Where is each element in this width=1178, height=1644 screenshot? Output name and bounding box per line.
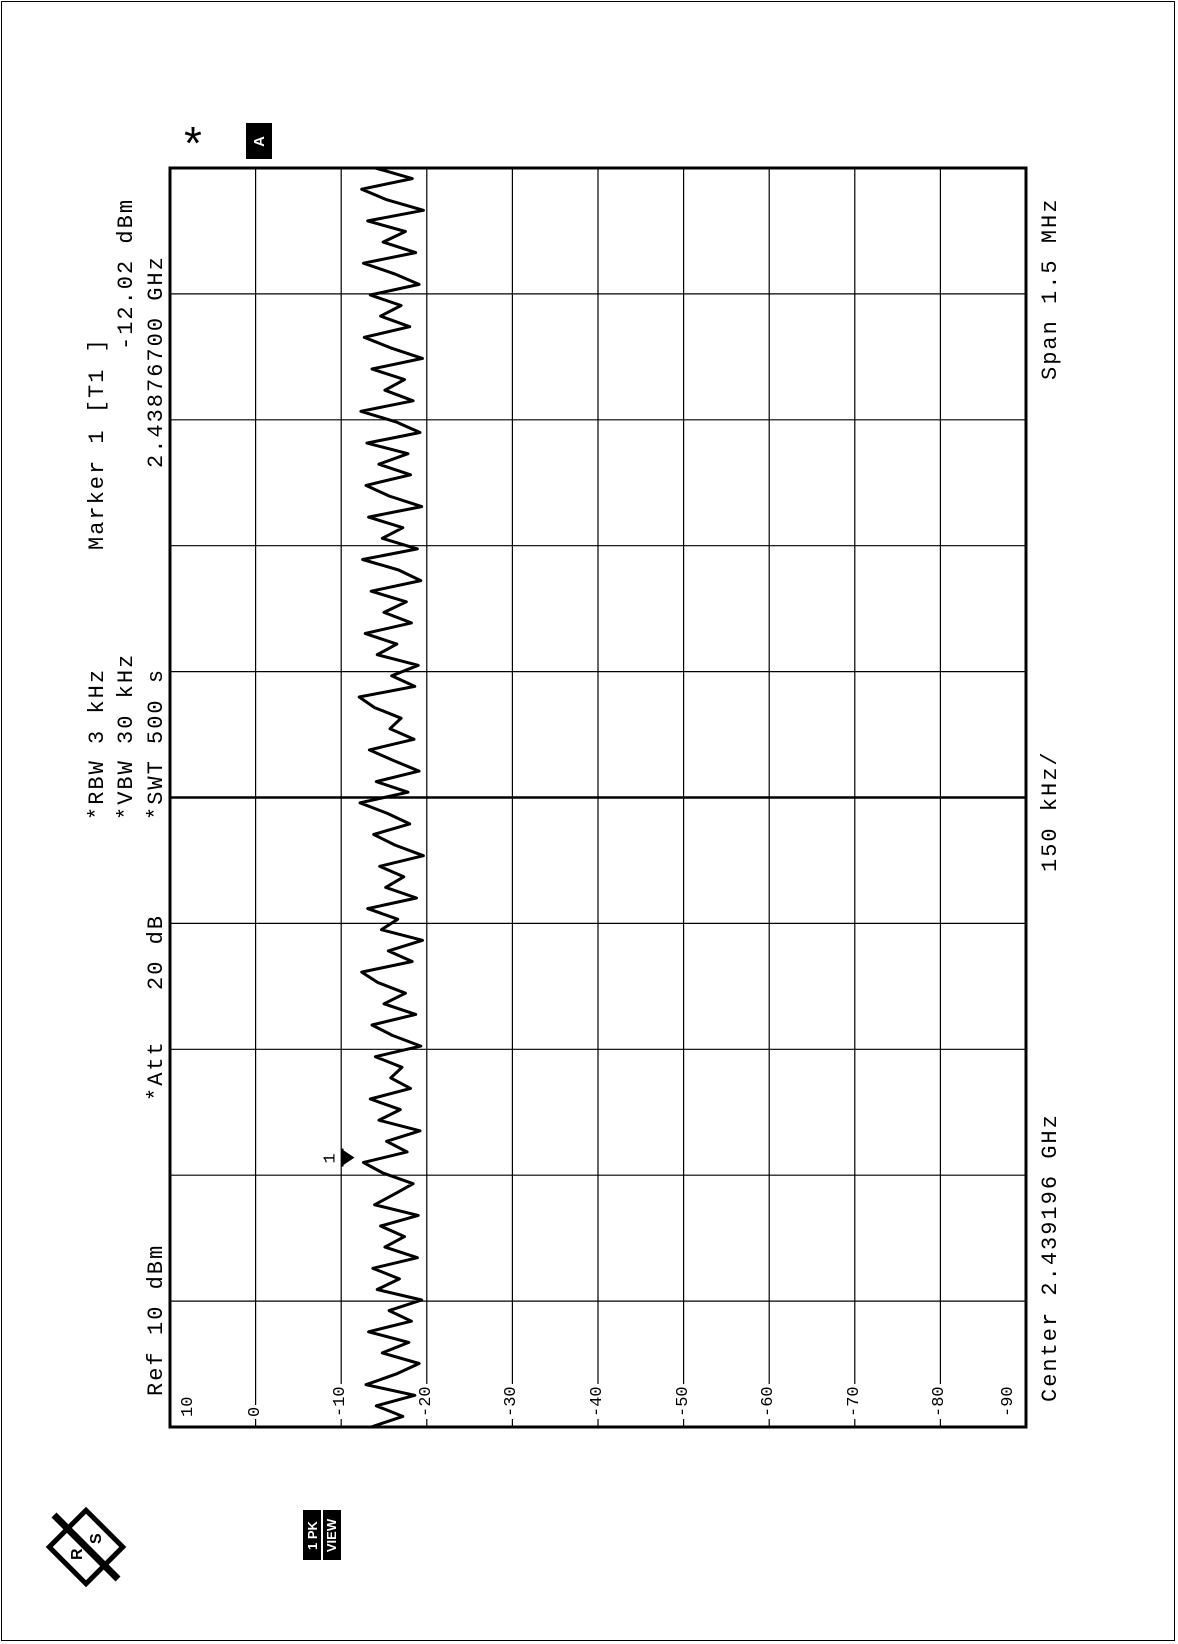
- y-tick-label: 10: [179, 1394, 198, 1419]
- star-indicator: *: [184, 117, 202, 169]
- screen-a-badge: A: [246, 123, 272, 159]
- trace-mode-badge: 1 PK: [303, 1510, 321, 1560]
- marker-1-triangle: [342, 1149, 355, 1166]
- y-tick-label: -30: [502, 1384, 522, 1419]
- y-tick-label: 0: [245, 1404, 265, 1419]
- y-tick-label: -50: [673, 1384, 693, 1419]
- y-tick-label: -80: [930, 1384, 950, 1419]
- y-tick-label: -60: [759, 1384, 779, 1419]
- trace-view-badge: VIEW: [323, 1510, 341, 1560]
- y-tick-label: -40: [588, 1384, 607, 1419]
- marker-1-label: 1: [321, 1153, 340, 1163]
- y-tick-label: -10: [331, 1384, 351, 1419]
- spectrum-trace: [357, 166, 425, 1429]
- y-tick-label: -70: [844, 1384, 864, 1419]
- y-tick-label: -20: [416, 1384, 436, 1419]
- y-tick-label: -90: [999, 1384, 1018, 1419]
